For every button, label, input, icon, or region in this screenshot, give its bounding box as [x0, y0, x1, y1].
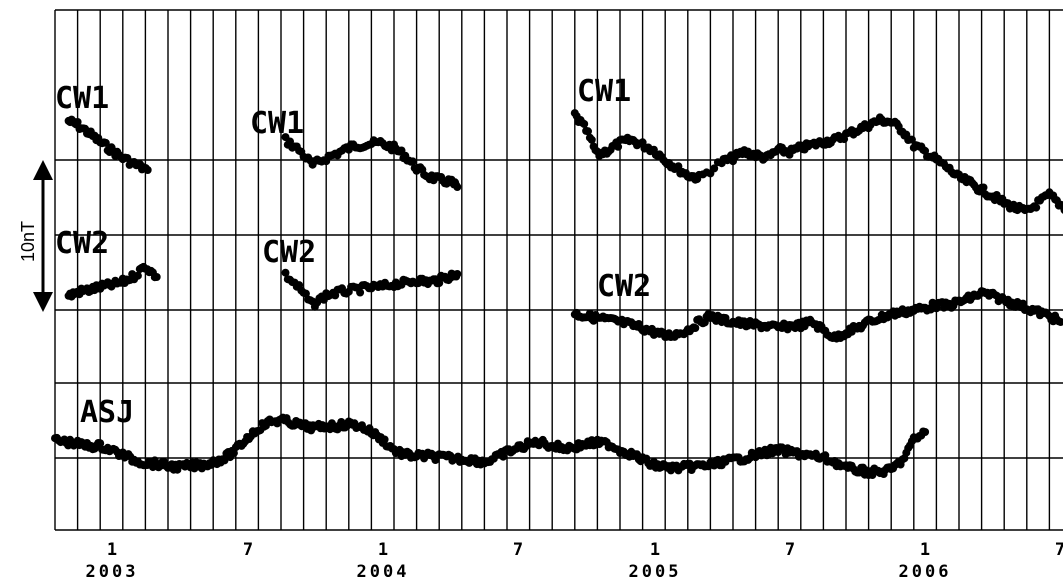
x-tick-month: 1 [920, 540, 930, 560]
x-tick-month: 7 [1055, 540, 1063, 560]
data-point [821, 451, 830, 460]
data-point [921, 428, 930, 436]
data-point [73, 118, 82, 126]
series-label-cw1: CW1 [577, 74, 631, 109]
data-point [979, 183, 988, 192]
data-point [587, 135, 596, 144]
series-label-cw2: CW2 [597, 269, 651, 304]
x-tick-year: 2006 [899, 562, 952, 581]
x-tick-month: 1 [107, 540, 117, 560]
x-tick-year: 2003 [86, 562, 139, 581]
data-point [356, 288, 365, 297]
x-tick-month: 1 [378, 540, 388, 560]
x-tick-month: 1 [650, 540, 660, 560]
series-labels: CW1 CW1 CW1 CW2 CW2 CW2 ASJ [55, 74, 651, 430]
x-tick-month: 7 [513, 540, 523, 560]
data-point [1056, 318, 1063, 326]
data-point [1060, 206, 1063, 214]
data-point [380, 435, 389, 444]
data-point [152, 273, 161, 281]
data-point [1019, 299, 1027, 308]
x-tick-year: 2004 [357, 562, 410, 581]
series-label-asj: ASJ [80, 395, 134, 430]
scale-bar: 10nT [18, 160, 53, 312]
scale-bar-arrow-down [33, 292, 53, 312]
data-point [143, 166, 152, 174]
data-point [674, 162, 683, 171]
data-point [499, 452, 508, 461]
data-point [584, 127, 592, 136]
data-point [1032, 203, 1041, 212]
data-points [51, 109, 1063, 479]
scale-bar-arrow-up [33, 160, 53, 180]
data-point [614, 142, 623, 151]
series-label-cw1: CW1 [250, 106, 304, 141]
x-tick-year: 2005 [629, 562, 682, 581]
scale-bar-label: 10nT [18, 221, 38, 262]
data-point [710, 164, 719, 173]
series-label-cw2: CW2 [262, 235, 316, 270]
data-point [101, 138, 110, 147]
data-point [408, 157, 417, 166]
series-label-cw2: CW2 [55, 226, 109, 261]
x-axis-tick-labels: 1 2003 7 1 2004 7 1 2005 7 1 2006 7 [86, 540, 1063, 581]
data-point [435, 279, 444, 288]
data-point [453, 183, 462, 191]
data-point [691, 324, 700, 332]
x-tick-month: 7 [243, 540, 253, 560]
series-label-cw1: CW1 [55, 81, 109, 116]
data-point [281, 268, 290, 277]
x-tick-month: 7 [785, 540, 795, 560]
data-point [96, 439, 105, 448]
data-point [700, 318, 709, 327]
data-point [133, 271, 142, 280]
data-point [580, 120, 589, 128]
data-point [453, 270, 462, 278]
